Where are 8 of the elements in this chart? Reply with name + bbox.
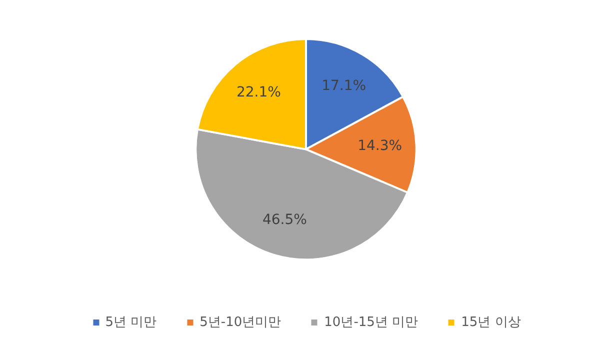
data-label: 22.1%	[236, 84, 281, 100]
legend-label: 10년-15년 미만	[324, 314, 418, 331]
legend-label: 5년 미만	[105, 314, 157, 331]
data-label: 46.5%	[262, 212, 307, 228]
legend-label: 5년-10년미만	[200, 314, 282, 331]
legend-label: 15년 이상	[461, 314, 521, 331]
data-label: 17.1%	[322, 78, 366, 94]
data-label: 14.3%	[358, 138, 402, 154]
